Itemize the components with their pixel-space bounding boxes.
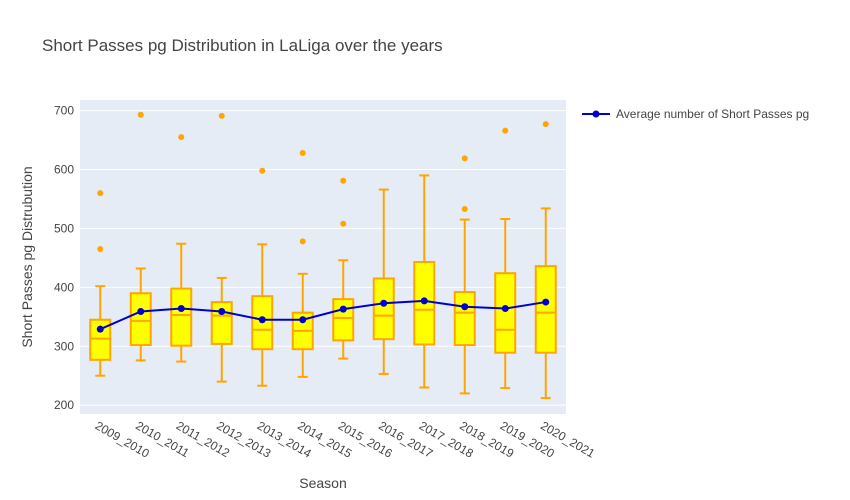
outlier-point[interactable] — [137, 111, 144, 118]
legend[interactable]: Average number of Short Passes pg — [582, 107, 809, 121]
average-point[interactable] — [299, 316, 307, 324]
x-axis-title: Season — [299, 475, 346, 491]
box-body — [170, 287, 193, 347]
box-2012_2013[interactable] — [210, 112, 233, 383]
outlier-point[interactable] — [340, 177, 347, 184]
box-2016_2017[interactable] — [372, 188, 395, 375]
box-body — [372, 277, 395, 341]
box-body — [494, 272, 517, 354]
box-2009_2010[interactable] — [89, 190, 112, 377]
box-2010_2011[interactable] — [129, 111, 152, 362]
outlier-point[interactable] — [340, 220, 347, 227]
gridlines — [80, 110, 566, 406]
outlier-point[interactable] — [259, 167, 266, 174]
box-body — [129, 292, 152, 347]
box-body — [534, 265, 557, 354]
plot-area[interactable] — [80, 100, 566, 414]
box-2011_2012[interactable] — [170, 134, 193, 363]
average-point[interactable] — [258, 316, 266, 324]
average-line — [96, 297, 550, 333]
average-point[interactable] — [339, 305, 347, 313]
outlier-point[interactable] — [461, 205, 468, 212]
average-point[interactable] — [380, 299, 388, 307]
average-point[interactable] — [177, 305, 185, 313]
average-point[interactable] — [96, 325, 104, 333]
outlier-point[interactable] — [299, 150, 306, 157]
average-point[interactable] — [461, 303, 469, 311]
y-tick-label: 500 — [54, 221, 74, 235]
box-2019_2020[interactable] — [494, 127, 517, 390]
average-point[interactable] — [420, 297, 428, 305]
y-tick-label: 300 — [54, 339, 74, 353]
outlier-point[interactable] — [542, 121, 549, 128]
average-point[interactable] — [137, 307, 145, 315]
outlier-point[interactable] — [97, 246, 104, 253]
y-axis-title: Short Passes pg Distrubution — [19, 166, 35, 347]
y-tick-label: 700 — [54, 104, 74, 118]
y-tick-label: 400 — [54, 280, 74, 294]
x-tick-labels: 2009_20102010_20112011_20122012_20132013… — [93, 418, 598, 460]
outlier-point[interactable] — [178, 134, 185, 141]
legend-label: Average number of Short Passes pg — [616, 107, 809, 121]
y-tick-labels: 200 300 400 500 600 700 — [54, 104, 74, 413]
box-body — [453, 291, 476, 347]
chart-title: Short Passes pg Distribution in LaLiga o… — [42, 36, 443, 55]
box-2014_2015[interactable] — [291, 150, 314, 378]
average-point[interactable] — [218, 307, 226, 315]
y-tick-label: 600 — [54, 163, 74, 177]
box-body — [332, 298, 355, 342]
average-point[interactable] — [542, 298, 550, 306]
box-2020_2021[interactable] — [534, 121, 557, 400]
y-tick-label: 200 — [54, 398, 74, 412]
legend-marker — [592, 110, 600, 118]
outlier-point[interactable] — [218, 112, 225, 119]
average-series-line — [99, 299, 546, 331]
outlier-point[interactable] — [502, 127, 509, 134]
average-point[interactable] — [501, 305, 509, 313]
box-body — [89, 318, 112, 361]
outlier-point[interactable] — [97, 190, 104, 197]
outlier-point[interactable] — [299, 238, 306, 245]
outlier-point[interactable] — [461, 155, 468, 162]
